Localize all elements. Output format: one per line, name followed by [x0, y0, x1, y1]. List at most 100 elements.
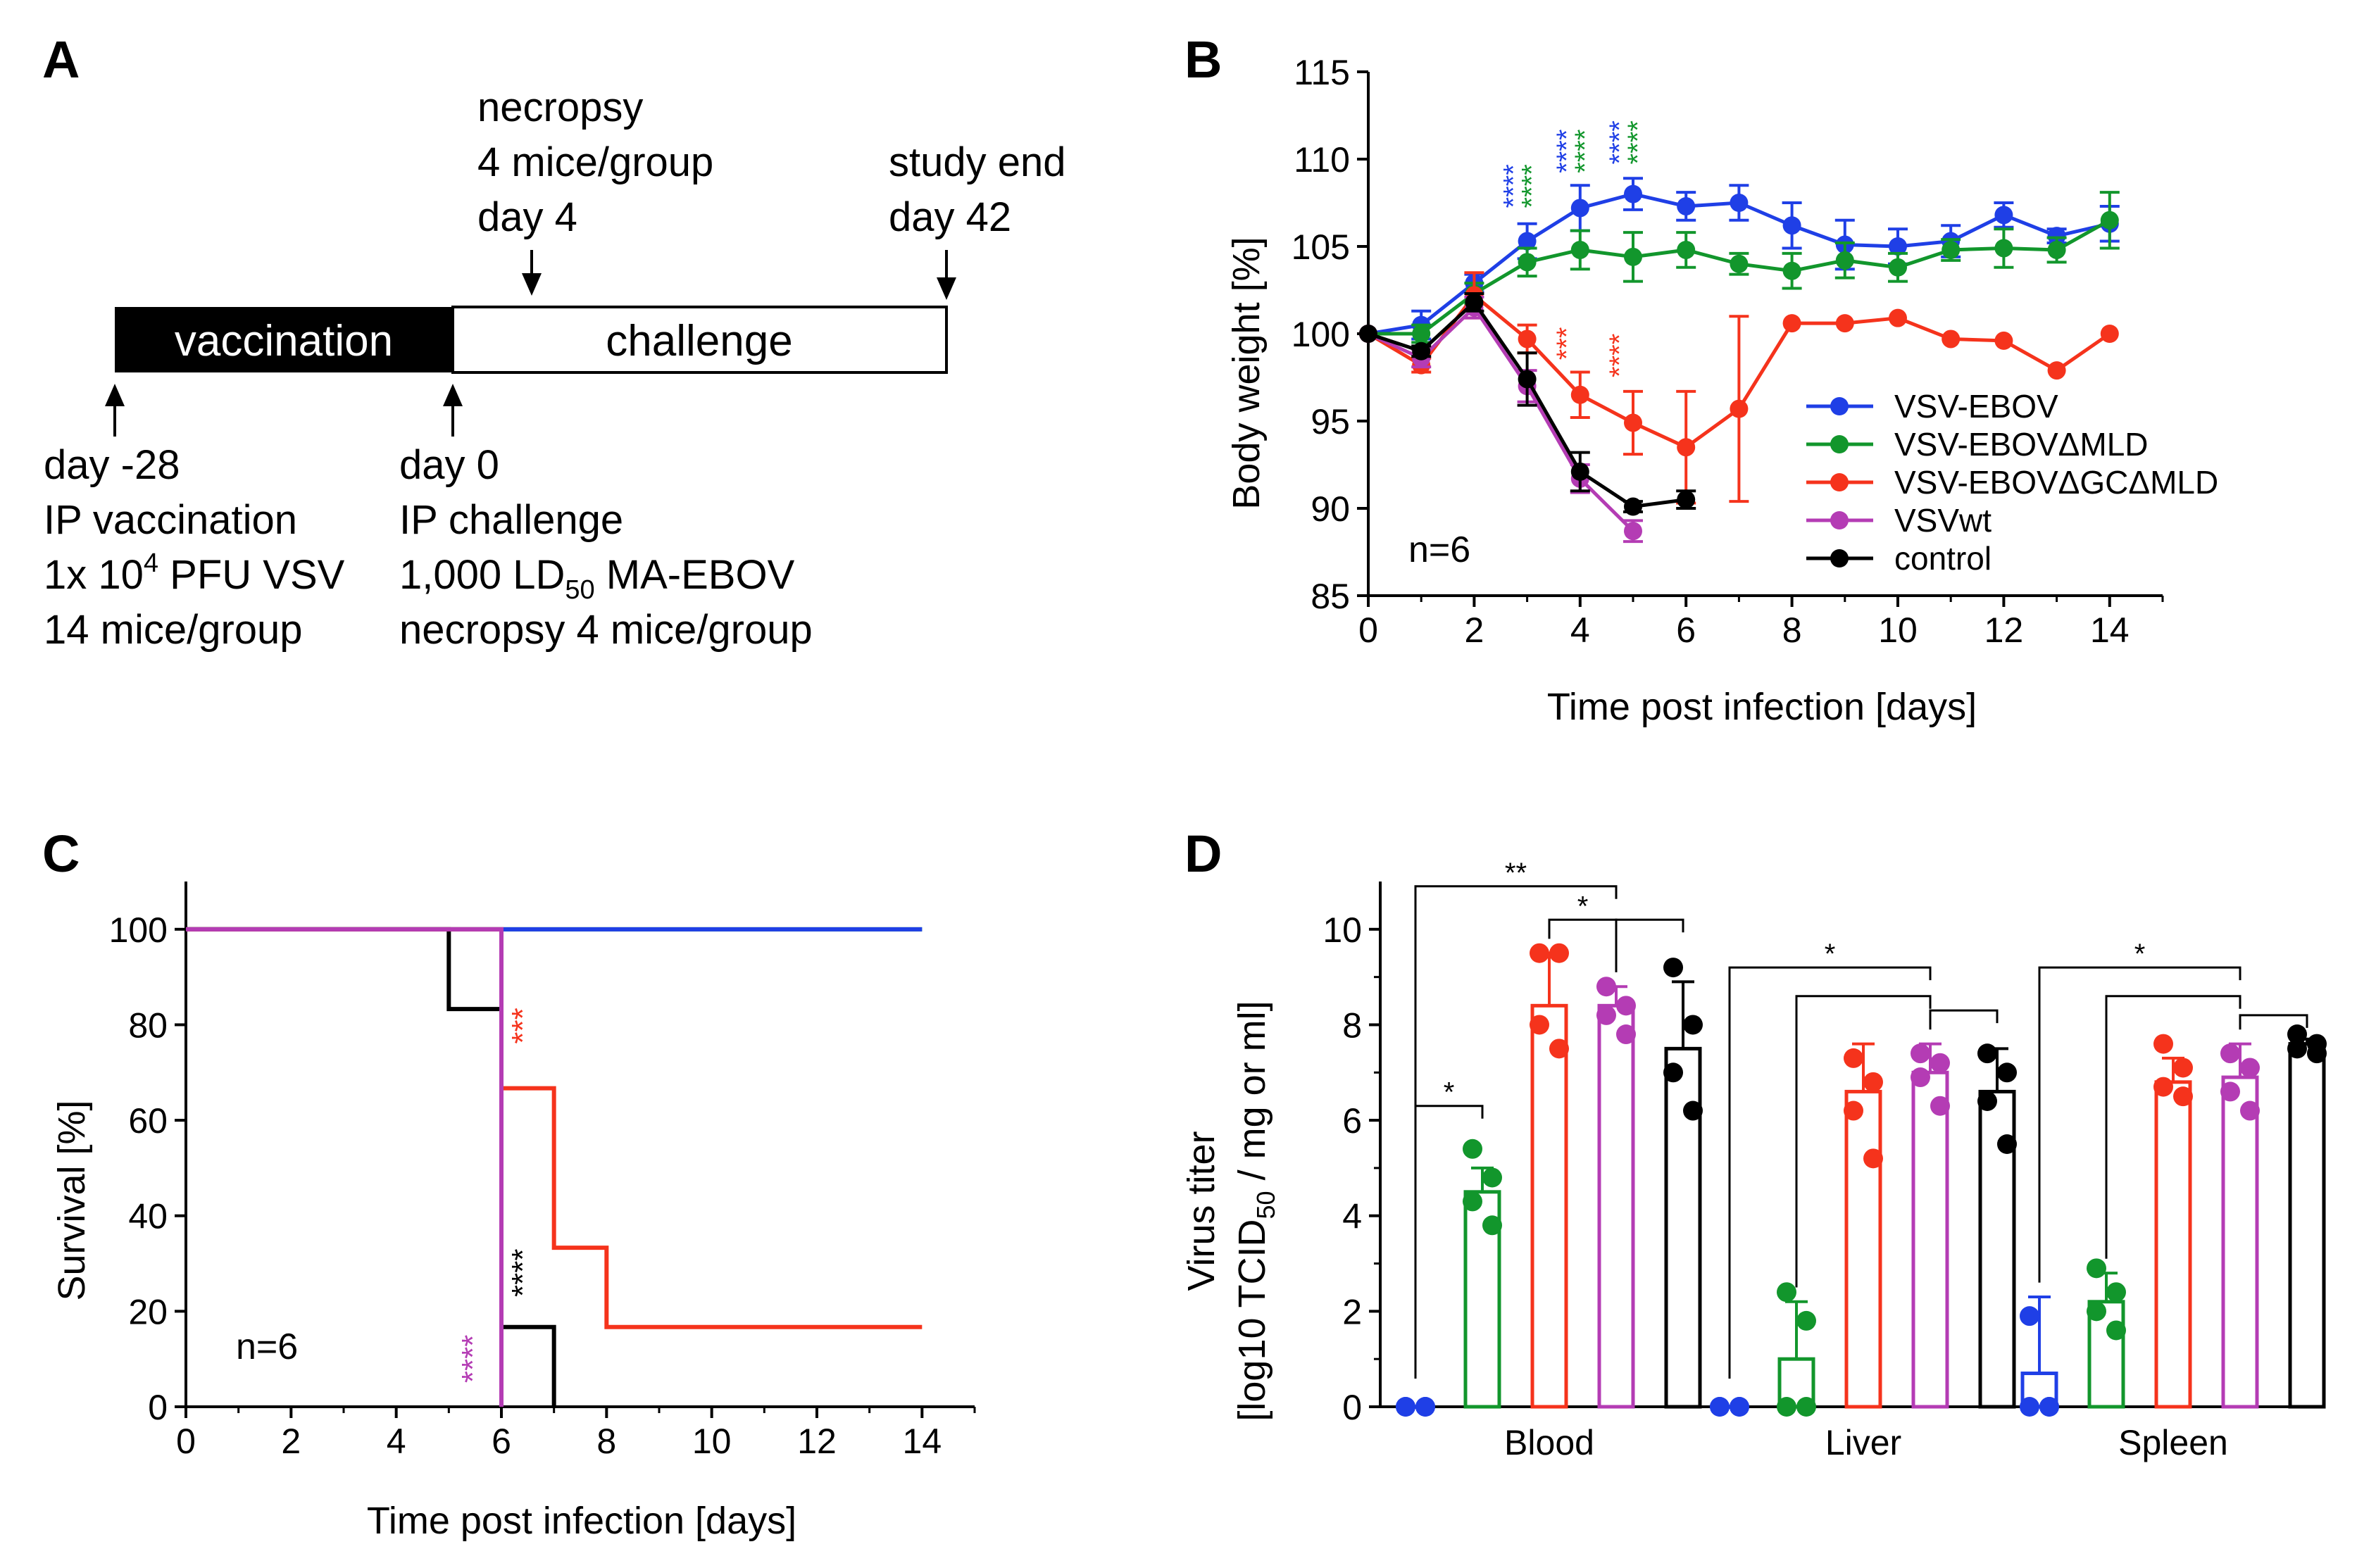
bar-series-VSV-EBOVΔMLD [1463, 1139, 2126, 1417]
challenge-bar [451, 306, 948, 374]
body-weight-x-label: Time post infection [days] [1547, 686, 1977, 728]
data-point [1677, 196, 1696, 215]
bracket-line [2239, 1014, 2308, 1030]
data-point [1889, 237, 1907, 256]
data-point [2307, 1043, 2327, 1064]
x-tick-label: 0 [176, 1422, 196, 1461]
challenge-label: challenge [606, 317, 792, 365]
data-point [1663, 958, 1683, 978]
necropsy-line-3: day 4 [477, 194, 577, 240]
data-point [1518, 330, 1537, 349]
x-tick-label: 14 [2090, 610, 2130, 650]
bracket-line [1615, 918, 1684, 972]
x-tick-label: 8 [596, 1422, 616, 1461]
data-point [1994, 206, 2013, 225]
data-point [2020, 1306, 2039, 1326]
x-tick-label: 12 [1984, 610, 2024, 650]
bracket-label: * [1444, 1077, 1455, 1108]
y-tick-label: 110 [1294, 140, 1350, 180]
data-point [1844, 1048, 1863, 1068]
data-point [1863, 1148, 1883, 1169]
y-tick-label: 100 [1292, 315, 1350, 354]
legend-swatch-marker [1830, 435, 1849, 453]
data-point [1994, 331, 2013, 350]
panel-label-d: D [1184, 824, 1222, 883]
study-end-line-1: study end [889, 139, 1066, 185]
data-point [1796, 1310, 1816, 1331]
significance-marker: **** [506, 1249, 540, 1298]
data-point [1596, 1005, 1616, 1025]
data-point [2287, 1039, 2307, 1059]
y-tick-label: 85 [1311, 577, 1350, 616]
significance-marker: **** [1604, 334, 1635, 377]
data-point [1624, 497, 1642, 516]
y-tick-label: 4 [1342, 1197, 1362, 1236]
y-tick-label: 105 [1292, 227, 1350, 267]
significance-bracket [1929, 1009, 1999, 1030]
survival-y-label: Survival [%] [51, 1100, 93, 1300]
data-point [1977, 1091, 1997, 1111]
x-tick-label: 14 [903, 1422, 942, 1461]
data-point [1777, 1282, 1796, 1303]
data-point [1835, 251, 1854, 270]
y-tick-label: 80 [128, 1005, 168, 1045]
data-point [1796, 1397, 1816, 1417]
data-point [1863, 1072, 1883, 1092]
x-tick-label: 6 [1676, 610, 1696, 650]
data-point [2153, 1034, 2173, 1054]
data-point [1777, 1397, 1796, 1417]
legend-label: VSV-EBOVΔMLD [1894, 426, 2149, 463]
x-tick-label: 2 [1464, 610, 1484, 650]
x-tick-label: 10 [1878, 610, 1918, 650]
data-point [1782, 216, 1801, 235]
data-point [1730, 399, 1749, 418]
data-point [2047, 361, 2066, 380]
data-point [1463, 1139, 1482, 1159]
data-point [1663, 1062, 1683, 1083]
legend-swatch-marker [1830, 473, 1849, 491]
y-tick-label: 95 [1311, 402, 1350, 441]
data-point [1518, 253, 1537, 272]
vaccination-line-1: day -28 [44, 442, 180, 488]
data-point [1911, 1043, 1930, 1064]
legend-item: VSV-EBOV [1806, 388, 2058, 425]
x-tick-label: 10 [692, 1422, 732, 1461]
data-point [2100, 211, 2119, 230]
category-label: Blood [1504, 1423, 1594, 1462]
data-point [1570, 240, 1589, 259]
data-point [1889, 258, 1907, 277]
data-point [1616, 996, 1636, 1016]
legend-item: VSV-EBOVΔMLD [1806, 426, 2149, 463]
significance-bracket [1615, 918, 1684, 972]
vaccination-arrow-head [105, 384, 125, 406]
vaccination-label: vaccination [175, 317, 393, 365]
significance-marker: **** [1551, 130, 1582, 173]
challenge-line-4: necropsy 4 mice/group [399, 607, 813, 653]
significance-marker: *** [506, 1008, 540, 1043]
data-point [1396, 1397, 1415, 1417]
bracket-label: ** [1505, 858, 1527, 889]
series-line [1367, 304, 1634, 533]
x-tick-label: 6 [492, 1422, 511, 1461]
y-tick-label: 2 [1342, 1292, 1362, 1331]
data-point [2106, 1282, 2126, 1303]
panel-a: A vaccination challenge necropsy 4 mice/… [42, 30, 1066, 653]
survival-x-label: Time post infection [days] [367, 1500, 796, 1542]
x-tick-label: 4 [1570, 610, 1590, 650]
data-point [1415, 1397, 1435, 1417]
data-point [2240, 1100, 2260, 1121]
challenge-note: day 0 IP challenge 1,000 LD50 MA-EBOV ne… [399, 384, 813, 653]
body-weight-plot: **************** *********** **** [1359, 120, 2120, 544]
survival-curve-VSVwt [186, 927, 504, 1407]
data-point [1624, 247, 1642, 266]
data-point [2287, 1024, 2307, 1045]
data-point [2047, 240, 2066, 259]
bracket-label: * [1825, 939, 1836, 970]
data-point [1616, 1024, 1636, 1045]
necropsy-note: necropsy 4 mice/group day 4 [477, 84, 713, 296]
legend-item: control [1806, 540, 1992, 577]
y-tick-label: 60 [128, 1101, 168, 1141]
data-point [2087, 1301, 2106, 1322]
bar-series-VSVwt [1596, 977, 2260, 1409]
